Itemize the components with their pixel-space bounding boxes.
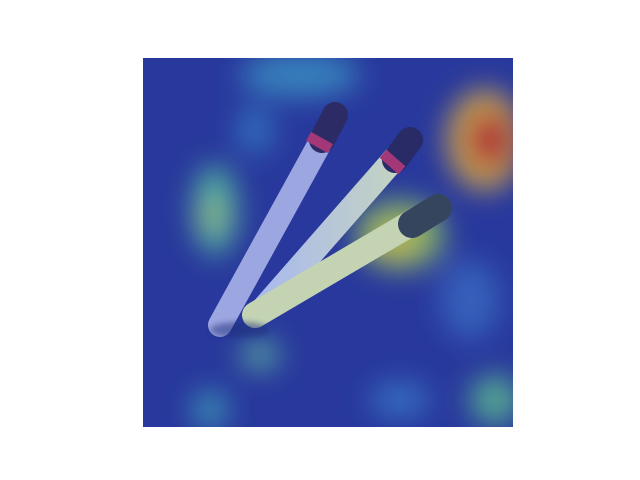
- tubes: [208, 102, 452, 338]
- tube-band: [306, 131, 333, 154]
- tube: [242, 205, 433, 328]
- shadow: [210, 322, 270, 338]
- heatmap-image: [143, 58, 513, 427]
- tube-cap: [382, 127, 423, 173]
- tube-cap: [309, 102, 348, 153]
- tube-cap: [398, 194, 452, 238]
- overlay: [143, 58, 513, 427]
- tube-band: [379, 149, 406, 175]
- tube: [208, 113, 342, 337]
